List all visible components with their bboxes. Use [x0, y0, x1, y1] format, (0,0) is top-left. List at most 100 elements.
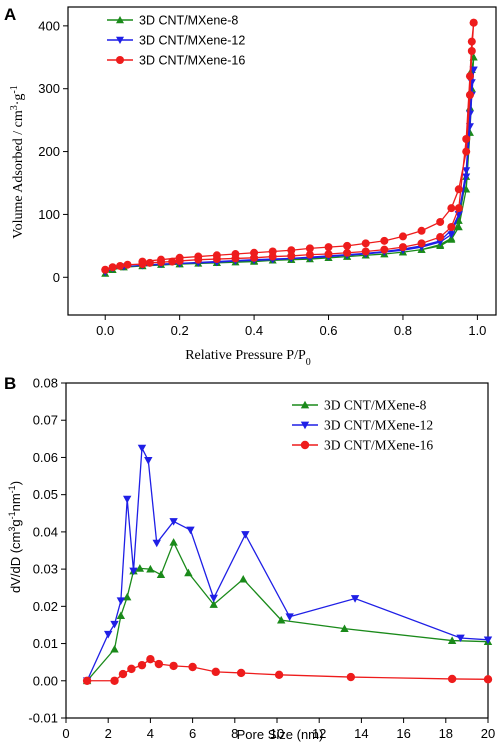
panel-a-legend: 3D CNT/MXene-8 3D CNT/MXene-12 3D CNT/MXen…	[107, 14, 245, 68]
x-tick-label: 6	[189, 726, 196, 741]
x-tick-label: 2	[105, 726, 112, 741]
y-tick-label: -0.01	[28, 711, 58, 726]
data-point	[104, 630, 113, 639]
series-line	[87, 658, 489, 682]
data-point	[129, 567, 138, 576]
data-point	[469, 18, 478, 27]
data-point	[285, 613, 294, 621]
data-point	[462, 135, 471, 143]
data-point	[305, 244, 314, 253]
data-point	[209, 600, 218, 608]
data-point	[287, 251, 296, 260]
data-point	[361, 247, 370, 256]
data-point	[462, 147, 471, 156]
data-point	[456, 634, 465, 643]
data-point	[146, 564, 155, 573]
legend-marker	[300, 440, 310, 450]
data-point	[465, 91, 474, 99]
panel-a-letter: A	[4, 5, 16, 24]
data-point	[169, 518, 178, 526]
data-point	[116, 261, 125, 270]
data-point	[467, 37, 476, 46]
data-point	[175, 253, 184, 262]
legend-marker	[116, 56, 124, 64]
data-point	[398, 232, 407, 241]
legend-label: 3D CNT/MXene-16	[139, 54, 245, 68]
x-tick-label: 14	[354, 726, 368, 741]
data-point	[462, 167, 471, 175]
x-tick-label: 0.8	[394, 323, 412, 338]
data-point	[447, 674, 457, 684]
x-tick-label: 8	[231, 726, 238, 741]
data-point	[188, 662, 197, 672]
data-point	[156, 570, 166, 579]
data-point	[239, 574, 248, 583]
data-point	[268, 247, 277, 256]
data-point	[123, 260, 132, 269]
data-point	[436, 217, 445, 226]
data-point	[194, 252, 203, 261]
data-point	[127, 664, 136, 674]
x-tick-label: 0.2	[171, 323, 189, 338]
data-point	[417, 226, 426, 235]
panel-b-legend: 3D CNT/MXene-8 3D CNT/MXene-12 3D CNT/MXen…	[292, 398, 433, 453]
data-point	[110, 620, 119, 629]
panel-a-x-axis-title: Relative Pressure P/P0	[185, 348, 311, 368]
data-point	[110, 644, 119, 653]
data-point	[287, 246, 296, 255]
data-point	[157, 255, 166, 264]
data-point	[350, 595, 360, 603]
data-point	[447, 636, 457, 644]
data-point	[447, 231, 456, 239]
data-point	[305, 250, 314, 259]
y-tick-label: 100	[38, 207, 60, 222]
y-tick-label: 300	[38, 81, 60, 96]
x-tick-label: 0.6	[319, 323, 337, 338]
y-tick-label: 0.00	[33, 673, 58, 688]
data-point	[209, 594, 218, 603]
data-point	[436, 233, 445, 242]
data-point	[380, 245, 389, 254]
x-tick-label: 18	[439, 726, 453, 741]
data-point	[137, 660, 147, 670]
data-point	[184, 568, 193, 577]
legend-label: 3D CNT/MXene-16	[324, 438, 433, 453]
y-tick-label: 0.05	[33, 487, 58, 502]
data-point	[145, 258, 154, 267]
data-point	[467, 47, 476, 55]
data-point	[454, 185, 463, 194]
data-point	[454, 204, 463, 213]
x-tick-label: 1.0	[468, 323, 486, 338]
x-tick-label: 4	[147, 726, 154, 741]
panel-b-letter: B	[4, 374, 16, 393]
legend-marker	[116, 36, 124, 44]
data-point	[241, 531, 250, 539]
panel-a-ticks: 0.0 0.2 0.4 0.6 0.8 1.0 0 100 200 300 400	[38, 18, 486, 338]
legend-label: 3D CNT/MXene-12	[139, 34, 245, 48]
data-point	[462, 185, 471, 193]
data-point	[186, 526, 195, 535]
panel-b-ticks: 0 2 4 6 8 10 12 14 16 18 20 -0.01 0.00 0.01 0.02 0.03 0.…	[28, 376, 495, 742]
data-point	[346, 672, 356, 682]
data-point	[454, 216, 463, 224]
data-point	[380, 236, 389, 245]
panel-b-series	[82, 444, 493, 685]
data-point	[277, 615, 286, 624]
series-3	[82, 654, 493, 685]
data-point	[137, 444, 147, 453]
data-point	[152, 539, 161, 548]
data-point	[168, 257, 177, 266]
x-tick-label: 20	[481, 726, 495, 741]
data-point	[116, 611, 126, 619]
data-point	[343, 241, 352, 250]
data-point	[465, 72, 474, 81]
y-tick-label: 0	[53, 270, 60, 285]
y-tick-label: 0.02	[33, 599, 58, 614]
data-point	[447, 235, 456, 243]
data-point	[101, 265, 110, 274]
data-point	[135, 564, 145, 572]
data-point	[212, 251, 221, 260]
data-point	[343, 248, 352, 257]
y-tick-label: 0.08	[33, 376, 58, 391]
